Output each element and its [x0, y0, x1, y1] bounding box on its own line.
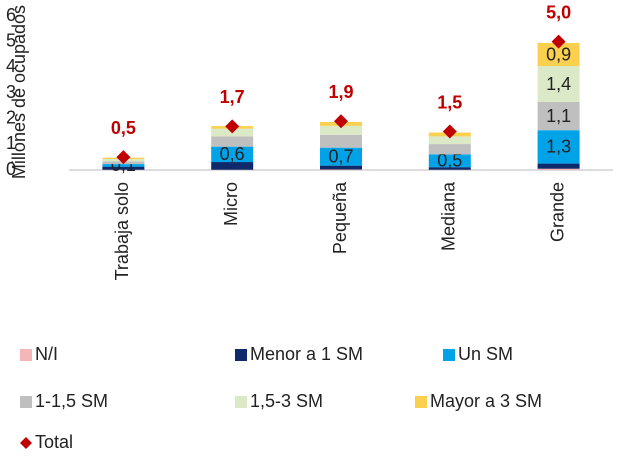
data-label: 1,1: [546, 106, 571, 126]
bar-segment: [320, 134, 362, 148]
x-tick-label: Trabaja solo: [112, 182, 132, 280]
legend-label: Menor a 1 SM: [250, 344, 363, 364]
x-tick-label: Grande: [547, 182, 567, 242]
legend-label: 1-1,5 SM: [35, 391, 108, 411]
total-label: 1,7: [220, 87, 245, 107]
bar-segment: [102, 166, 145, 170]
legend-swatch: [20, 349, 32, 361]
data-label: 0,5: [437, 151, 462, 171]
x-tick-label: Pequeña: [330, 181, 350, 254]
bar-segment: [320, 165, 362, 170]
y-tick-label: 2: [6, 107, 16, 127]
y-tick-label: 6: [6, 5, 16, 25]
legend-label: 1,5-3 SM: [250, 391, 323, 411]
bar-segment: [428, 136, 471, 145]
total-label: 0,5: [111, 118, 136, 138]
data-label: 0,6: [220, 144, 245, 164]
bar-segment: [211, 136, 254, 147]
bar-segment: [537, 130, 580, 164]
total-marker: [442, 124, 457, 139]
bar-segment: [537, 163, 580, 169]
legend-swatch: [20, 437, 32, 449]
legend-label: Un SM: [458, 344, 513, 364]
total-label: 5,0: [546, 2, 571, 22]
y-tick-label: 5: [6, 30, 16, 50]
bar-segment: [211, 162, 254, 170]
bar-segment: [537, 101, 580, 131]
bar-segment: [320, 125, 362, 135]
bar-segment: [320, 147, 362, 166]
data-label: 0,7: [328, 146, 353, 166]
legend-swatch: [443, 349, 455, 361]
legend-swatch: [20, 396, 32, 408]
legend-swatch: [235, 396, 247, 408]
total-marker: [225, 119, 240, 134]
x-tick-label: Micro: [221, 182, 241, 226]
bar-segment: [537, 42, 580, 67]
bar-segment: [537, 66, 580, 102]
y-tick-label: 1: [6, 133, 16, 153]
total-marker: [551, 34, 566, 49]
total-label: 1,5: [437, 92, 462, 112]
legend-label: Total: [35, 432, 73, 452]
y-tick-label: 3: [6, 82, 16, 102]
y-axis-label: Millones de ocupados: [9, 5, 29, 179]
total-label: 1,9: [328, 82, 353, 102]
legend-swatch: [415, 396, 427, 408]
y-tick-label: 0: [6, 159, 16, 179]
bar-segment: [428, 154, 471, 168]
total-marker: [334, 114, 348, 129]
y-tick-label: 4: [6, 56, 16, 76]
bar-segment: [320, 169, 362, 170]
bar-segment: [428, 167, 471, 170]
data-label: 0,9: [546, 44, 571, 64]
bar-segment: [102, 164, 145, 167]
bar-segment: [537, 168, 580, 170]
bar-segment: [211, 146, 254, 163]
data-label: 1,3: [546, 137, 571, 157]
data-label: 1,4: [546, 74, 571, 94]
legend-label: N/I: [35, 344, 58, 364]
legend-swatch: [235, 349, 247, 361]
bar-segment: [428, 144, 471, 155]
x-tick-label: Mediana: [439, 181, 459, 251]
total-marker: [116, 150, 131, 165]
legend-label: Mayor a 3 SM: [430, 391, 542, 411]
